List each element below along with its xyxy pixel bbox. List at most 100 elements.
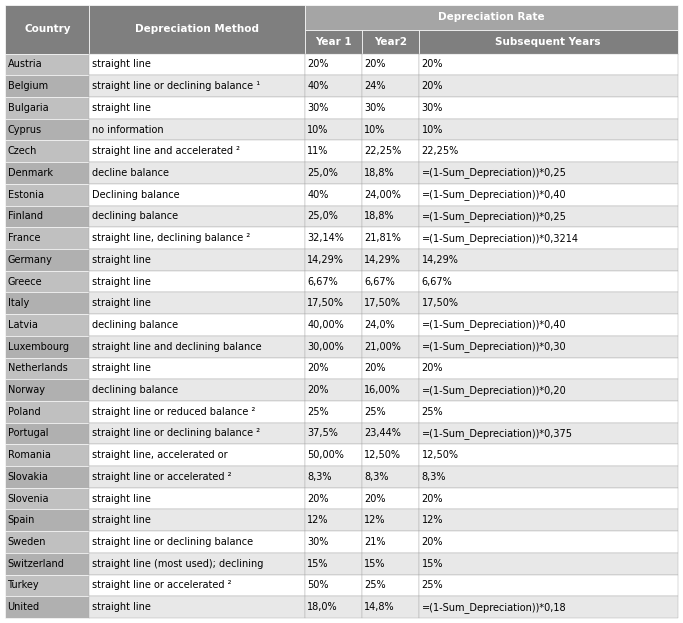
Bar xyxy=(305,510,362,531)
Text: straight line: straight line xyxy=(92,363,151,373)
Text: Germany: Germany xyxy=(8,255,53,265)
Text: straight line: straight line xyxy=(92,493,151,503)
Bar xyxy=(89,358,305,379)
Bar xyxy=(89,531,305,553)
Text: 20%: 20% xyxy=(421,81,443,91)
Text: 21%: 21% xyxy=(365,537,386,547)
Bar xyxy=(362,162,419,184)
Bar xyxy=(305,401,362,422)
Text: 18,8%: 18,8% xyxy=(365,211,395,221)
Bar xyxy=(362,596,419,618)
Text: 16,00%: 16,00% xyxy=(365,385,401,395)
Text: Latvia: Latvia xyxy=(8,320,38,330)
Text: 6,67%: 6,67% xyxy=(365,277,395,287)
Text: Belgium: Belgium xyxy=(8,81,48,91)
Bar xyxy=(89,379,305,401)
Bar xyxy=(419,270,678,292)
Text: 18,0%: 18,0% xyxy=(307,602,338,612)
Text: Estonia: Estonia xyxy=(8,189,44,200)
Text: 10%: 10% xyxy=(421,125,443,135)
Bar xyxy=(5,97,89,119)
Text: Depreciation Rate: Depreciation Rate xyxy=(438,12,544,22)
Text: straight line or accelerated ²: straight line or accelerated ² xyxy=(92,472,232,482)
Text: =(1-Sum_Depreciation))*0,30: =(1-Sum_Depreciation))*0,30 xyxy=(421,341,566,352)
Text: 21,81%: 21,81% xyxy=(365,233,402,243)
Bar xyxy=(419,119,678,140)
Bar xyxy=(89,140,305,162)
Text: 12,50%: 12,50% xyxy=(421,450,458,460)
Text: 8,3%: 8,3% xyxy=(307,472,332,482)
Text: 25%: 25% xyxy=(421,581,443,591)
Text: Subsequent Years: Subsequent Years xyxy=(495,37,601,47)
Bar xyxy=(305,5,678,30)
Bar xyxy=(419,379,678,401)
Bar xyxy=(305,358,362,379)
Text: Luxembourg: Luxembourg xyxy=(8,341,68,351)
Text: Norway: Norway xyxy=(8,385,44,395)
Text: 50%: 50% xyxy=(307,581,329,591)
Bar xyxy=(89,119,305,140)
Bar xyxy=(5,574,89,596)
Text: Year2: Year2 xyxy=(374,37,406,47)
Text: 17,50%: 17,50% xyxy=(307,298,344,308)
Text: 37,5%: 37,5% xyxy=(307,429,338,439)
Bar xyxy=(419,401,678,422)
Text: 18,8%: 18,8% xyxy=(365,168,395,178)
Bar xyxy=(305,227,362,249)
Text: 40%: 40% xyxy=(307,189,329,200)
Bar xyxy=(362,358,419,379)
Text: 30%: 30% xyxy=(421,103,443,113)
Bar xyxy=(5,466,89,488)
Text: straight line, accelerated or: straight line, accelerated or xyxy=(92,450,228,460)
Text: declining balance: declining balance xyxy=(92,320,178,330)
Text: 22,25%: 22,25% xyxy=(365,146,402,156)
Text: straight line (most used); declining: straight line (most used); declining xyxy=(92,559,264,569)
Bar xyxy=(305,162,362,184)
Text: 14,8%: 14,8% xyxy=(365,602,395,612)
Bar xyxy=(89,227,305,249)
Bar xyxy=(419,75,678,97)
Text: straight line or declining balance ²: straight line or declining balance ² xyxy=(92,429,260,439)
Bar xyxy=(5,5,89,54)
Bar xyxy=(89,162,305,184)
Text: straight line: straight line xyxy=(92,602,151,612)
Bar xyxy=(362,314,419,336)
Bar xyxy=(305,488,362,510)
Bar xyxy=(419,574,678,596)
Text: Finland: Finland xyxy=(8,211,42,221)
Text: Slovenia: Slovenia xyxy=(8,493,49,503)
Text: 12,50%: 12,50% xyxy=(365,450,402,460)
Bar xyxy=(305,466,362,488)
Bar xyxy=(89,5,305,54)
Bar xyxy=(419,531,678,553)
Bar xyxy=(362,97,419,119)
Text: Cyprus: Cyprus xyxy=(8,125,42,135)
Bar xyxy=(362,510,419,531)
Bar xyxy=(362,54,419,75)
Bar xyxy=(5,553,89,574)
Bar xyxy=(362,531,419,553)
Text: 12%: 12% xyxy=(421,515,443,525)
Text: 20%: 20% xyxy=(307,385,329,395)
Bar xyxy=(89,401,305,422)
Text: Czech: Czech xyxy=(8,146,37,156)
Bar xyxy=(305,184,362,206)
Bar xyxy=(362,444,419,466)
Text: Austria: Austria xyxy=(8,59,42,69)
Text: straight line: straight line xyxy=(92,515,151,525)
Text: declining balance: declining balance xyxy=(92,211,178,221)
Bar xyxy=(362,292,419,314)
Text: =(1-Sum_Depreciation))*0,25: =(1-Sum_Depreciation))*0,25 xyxy=(421,211,566,222)
Text: 30,00%: 30,00% xyxy=(307,341,344,351)
Bar xyxy=(362,249,419,270)
Bar xyxy=(419,249,678,270)
Text: =(1-Sum_Depreciation))*0,3214: =(1-Sum_Depreciation))*0,3214 xyxy=(421,232,579,244)
Text: 10%: 10% xyxy=(307,125,329,135)
Bar xyxy=(5,75,89,97)
Text: 32,14%: 32,14% xyxy=(307,233,344,243)
Bar xyxy=(419,488,678,510)
Bar xyxy=(419,553,678,574)
Bar xyxy=(5,249,89,270)
Bar xyxy=(419,422,678,444)
Text: Depreciation Method: Depreciation Method xyxy=(135,24,259,34)
